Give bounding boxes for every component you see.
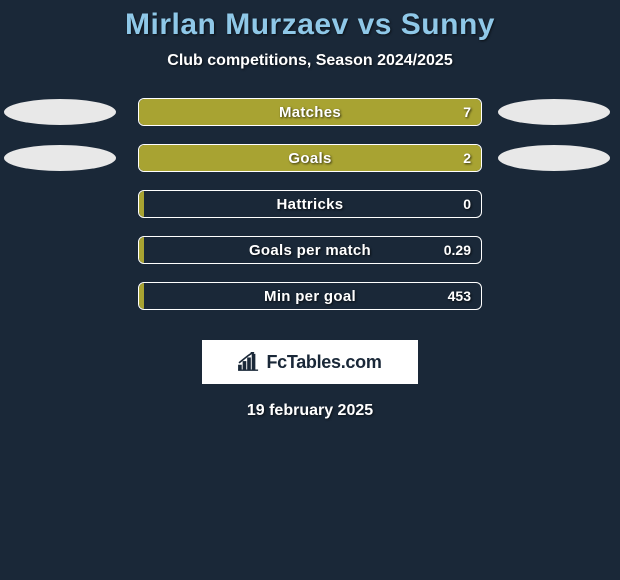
stat-value: 2 <box>463 145 471 171</box>
stat-bar: Goals per match0.29 <box>138 236 482 264</box>
stat-value: 0.29 <box>444 237 471 263</box>
stat-row: Matches7 <box>0 98 620 126</box>
left-ellipse <box>4 145 116 171</box>
stat-bar: Goals2 <box>138 144 482 172</box>
stats-card: Mirlan Murzaev vs Sunny Club competition… <box>0 0 620 420</box>
stat-value: 7 <box>463 99 471 125</box>
bar-chart-icon <box>238 352 260 372</box>
stat-row: Goals per match0.29 <box>0 236 620 264</box>
stat-label: Goals per match <box>139 237 481 263</box>
stat-row: Goals2 <box>0 144 620 172</box>
stat-row: Hattricks0 <box>0 190 620 218</box>
stat-label: Goals <box>139 145 481 171</box>
stat-row: Min per goal453 <box>0 282 620 310</box>
stat-rows: Matches7Goals2Hattricks0Goals per match0… <box>0 98 620 310</box>
stat-label: Matches <box>139 99 481 125</box>
card-subtitle: Club competitions, Season 2024/2025 <box>0 52 620 70</box>
stat-bar: Matches7 <box>138 98 482 126</box>
left-ellipse <box>4 99 116 125</box>
date-label: 19 february 2025 <box>0 402 620 420</box>
card-title: Mirlan Murzaev vs Sunny <box>0 8 620 42</box>
stat-value: 0 <box>463 191 471 217</box>
stat-bar: Hattricks0 <box>138 190 482 218</box>
right-ellipse <box>498 145 610 171</box>
stat-bar: Min per goal453 <box>138 282 482 310</box>
logo-text: FcTables.com <box>266 352 381 373</box>
right-ellipse <box>498 99 610 125</box>
stat-label: Hattricks <box>139 191 481 217</box>
source-logo: FcTables.com <box>202 340 418 384</box>
stat-label: Min per goal <box>139 283 481 309</box>
stat-value: 453 <box>448 283 471 309</box>
